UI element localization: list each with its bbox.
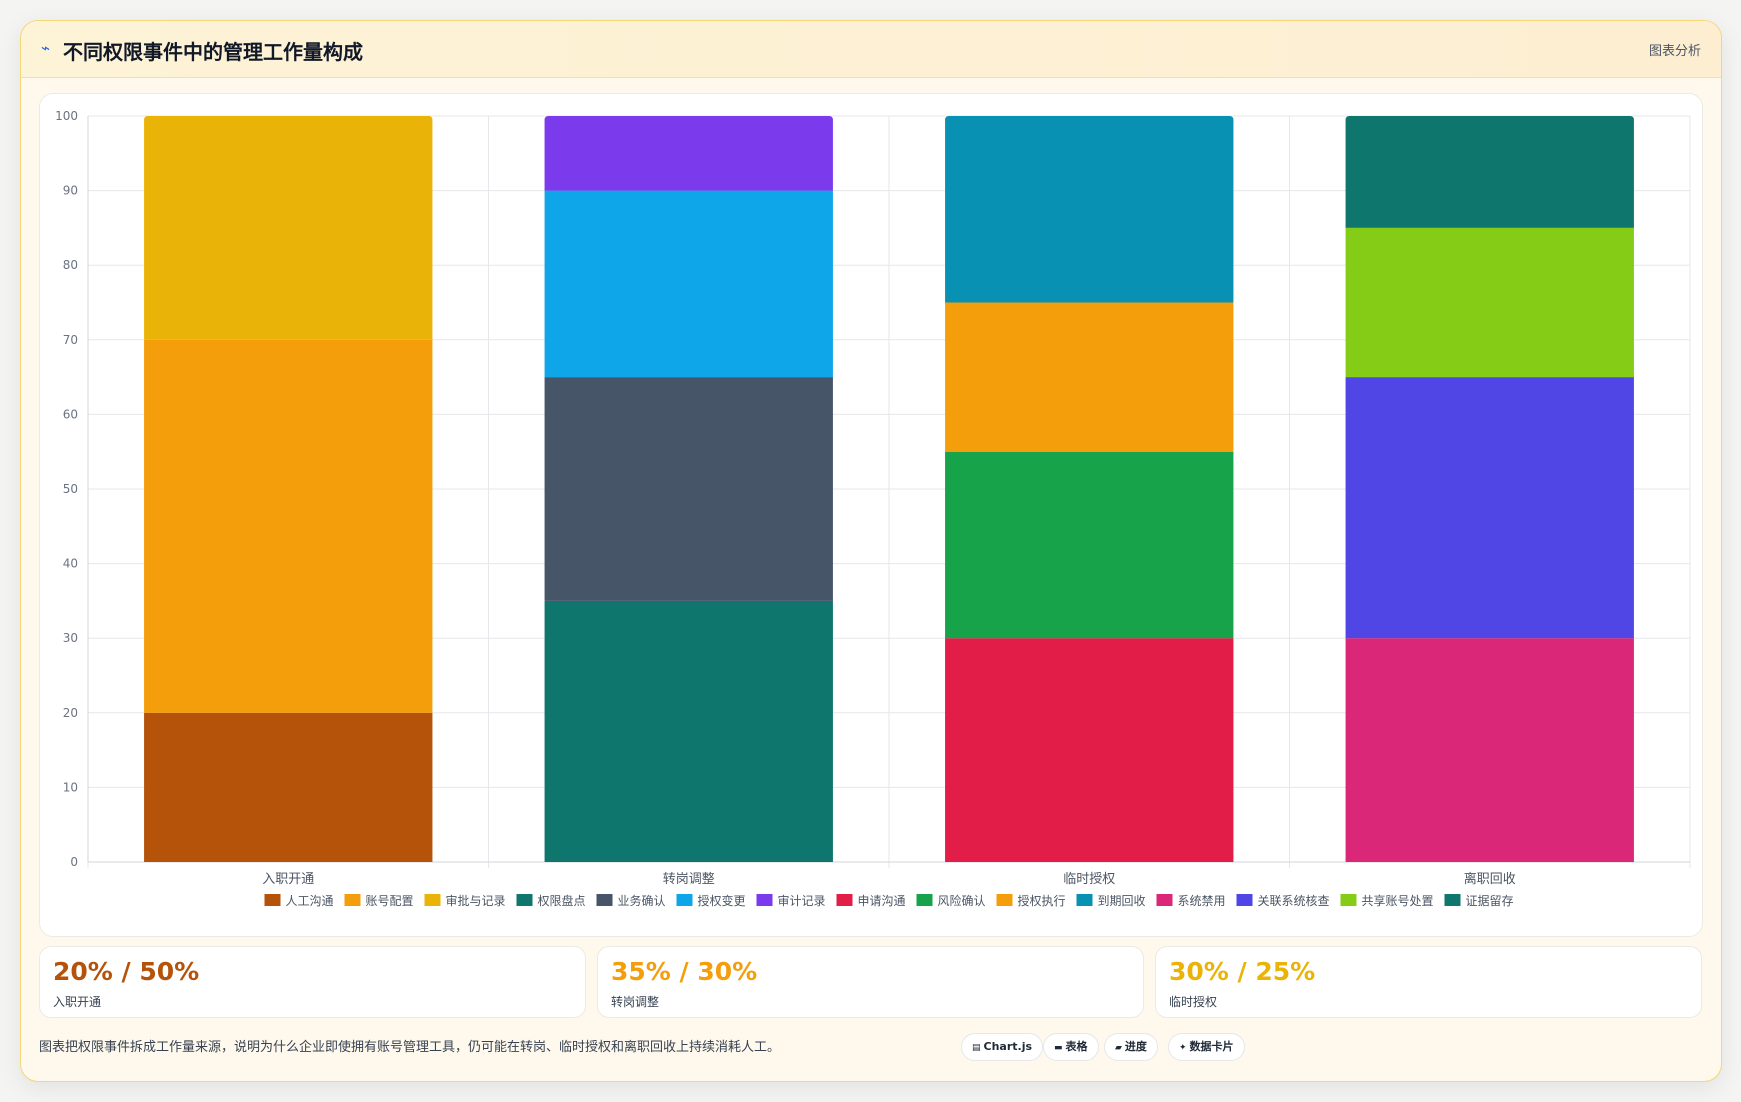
bar-segment bbox=[544, 116, 833, 191]
y-tick-label: 30 bbox=[63, 631, 78, 645]
legend-label: 到期回收 bbox=[1098, 894, 1146, 908]
table-icon: ▬ bbox=[1054, 1043, 1063, 1053]
legend-label: 人工沟通 bbox=[286, 894, 334, 908]
bar-segment bbox=[144, 339, 433, 713]
chart-analysis-label: 图表分析 bbox=[1648, 44, 1701, 59]
legend-swatch bbox=[424, 894, 441, 906]
stat-label: 临时授权 bbox=[1169, 995, 1218, 1009]
legend-swatch bbox=[1444, 894, 1461, 906]
bar-segment bbox=[945, 451, 1234, 639]
stat-cards: 20% / 50% 入职开通 35% / 30% 转岗调整 30% / 25% … bbox=[39, 946, 1703, 1018]
chip-label: 表格 bbox=[1065, 1040, 1088, 1053]
legend-swatch bbox=[996, 894, 1013, 906]
legend-label: 授权变更 bbox=[698, 893, 746, 908]
stat-value: 20% / 50% bbox=[53, 957, 200, 986]
bar-segment bbox=[945, 116, 1234, 303]
bar-segment bbox=[544, 600, 833, 862]
legend-label: 系统禁用 bbox=[1178, 894, 1226, 908]
stacked-bar-chart: 0 10 20 30 40 50 60 70 80 90 100 入职开通 转岗调整 临时授权 离职回收人工… bbox=[55, 109, 1691, 908]
bar-segment bbox=[1345, 227, 1634, 378]
y-tick-label: 10 bbox=[63, 780, 78, 794]
legend-label: 业务确认 bbox=[618, 893, 666, 908]
progress-icon: ▰ bbox=[1115, 1043, 1122, 1053]
y-tick-label: 50 bbox=[63, 482, 78, 496]
footer-note: 图表把权限事件拆成工作量来源，说明为什么企业即使拥有账号管理工具，仍可能在转岗、… bbox=[39, 1040, 781, 1055]
y-tick-label: 60 bbox=[63, 407, 78, 421]
chart-title: 不同权限事件中的管理工作量构成 bbox=[63, 40, 363, 64]
legend-label: 授权执行 bbox=[1018, 893, 1066, 908]
chip-label: Chart.js bbox=[983, 1040, 1033, 1053]
x-tick-label: 临时授权 bbox=[1063, 871, 1115, 887]
y-tick-label: 40 bbox=[63, 557, 78, 571]
chip-data-card[interactable]: ✦ 数据卡片 bbox=[1168, 1033, 1245, 1061]
legend-label: 风险确认 bbox=[938, 893, 986, 908]
legend-swatch bbox=[1236, 894, 1253, 906]
y-tick-label: 0 bbox=[70, 855, 78, 869]
stat-card-temporary: 30% / 25% 临时授权 bbox=[1155, 946, 1702, 1018]
legend-swatch bbox=[1156, 894, 1173, 906]
bar-segment bbox=[544, 190, 833, 378]
legend-swatch bbox=[264, 894, 281, 906]
stat-label: 转岗调整 bbox=[611, 995, 660, 1009]
legend-label: 关联系统核查 bbox=[1258, 894, 1330, 908]
card-header: ⌁ 不同权限事件中的管理工作量构成 图表分析 bbox=[21, 21, 1721, 78]
bar-segment bbox=[945, 638, 1234, 862]
chip-progress[interactable]: ▰ 进度 bbox=[1104, 1033, 1158, 1061]
chart-area: 0 10 20 30 40 50 60 70 80 90 100 入职开通 转岗调整 临时授权 离职回收人工… bbox=[39, 93, 1703, 937]
bar-segment bbox=[1345, 638, 1634, 862]
y-tick-label: 100 bbox=[55, 109, 78, 123]
legend-swatch bbox=[344, 894, 361, 906]
chip-label: 进度 bbox=[1124, 1040, 1147, 1053]
legend-label: 审批与记录 bbox=[446, 893, 506, 908]
legend-label: 证据留存 bbox=[1466, 894, 1514, 908]
bar-segment bbox=[544, 377, 833, 601]
chart-icon: ▤ bbox=[972, 1043, 981, 1053]
stat-card-transfer: 35% / 30% 转岗调整 bbox=[597, 946, 1144, 1018]
legend-swatch bbox=[756, 894, 773, 906]
x-tick-label: 离职回收 bbox=[1464, 871, 1516, 887]
legend-swatch bbox=[516, 894, 533, 906]
bar-segment bbox=[1345, 116, 1634, 228]
stat-value: 35% / 30% bbox=[611, 957, 758, 986]
bar-segment bbox=[1345, 377, 1634, 639]
legend-label: 权限盘点 bbox=[538, 893, 586, 908]
stat-card-onboarding: 20% / 50% 入职开通 bbox=[39, 946, 586, 1018]
bar-segment bbox=[144, 116, 433, 340]
bar-segment bbox=[945, 302, 1234, 452]
legend-label: 审计记录 bbox=[778, 893, 826, 908]
y-tick-label: 20 bbox=[63, 706, 78, 720]
legend-swatch bbox=[596, 894, 613, 906]
bar-segment bbox=[144, 712, 433, 862]
legend-swatch bbox=[916, 894, 933, 906]
y-tick-label: 70 bbox=[63, 333, 78, 347]
stat-value: 30% / 25% bbox=[1169, 957, 1316, 986]
stat-label: 入职开通 bbox=[53, 995, 102, 1009]
y-tick-label: 90 bbox=[63, 184, 78, 198]
legend-swatch bbox=[1340, 894, 1357, 906]
data-card-icon: ✦ bbox=[1179, 1043, 1187, 1053]
y-tick-label: 80 bbox=[63, 258, 78, 272]
legend-swatch bbox=[836, 894, 853, 906]
legend-swatch bbox=[1076, 894, 1093, 906]
chip-label: 数据卡片 bbox=[1189, 1040, 1234, 1053]
chip-chartjs[interactable]: ▤ Chart.js bbox=[961, 1033, 1044, 1061]
legend-label: 申请沟通 bbox=[858, 894, 906, 908]
legend-swatch bbox=[676, 894, 693, 906]
legend-label: 账号配置 bbox=[366, 894, 414, 908]
chip-table[interactable]: ▬ 表格 bbox=[1043, 1033, 1099, 1061]
legend-label: 共享账号处置 bbox=[1362, 893, 1434, 908]
chart-line-icon: ⌁ bbox=[41, 39, 51, 57]
x-tick-label: 入职开通 bbox=[262, 872, 314, 887]
x-tick-label: 转岗调整 bbox=[663, 872, 715, 887]
chart-card: ⌁ 不同权限事件中的管理工作量构成 图表分析 0 10 20 30 40 50 60 70 80… bbox=[20, 20, 1722, 1082]
